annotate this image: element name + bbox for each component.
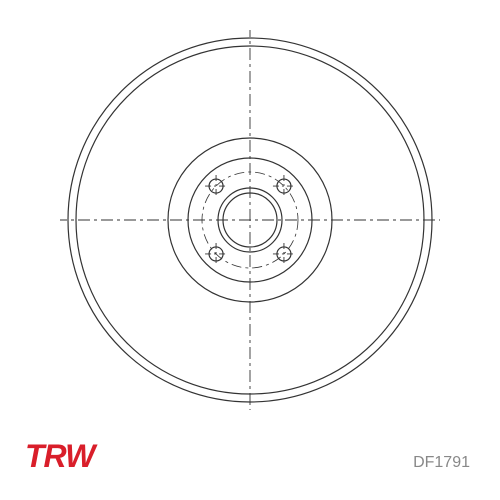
brand-logo: TRW xyxy=(25,438,94,475)
brake-disc-diagram xyxy=(60,30,440,410)
part-number-label: DF1791 xyxy=(413,454,470,472)
technical-svg xyxy=(60,30,440,410)
